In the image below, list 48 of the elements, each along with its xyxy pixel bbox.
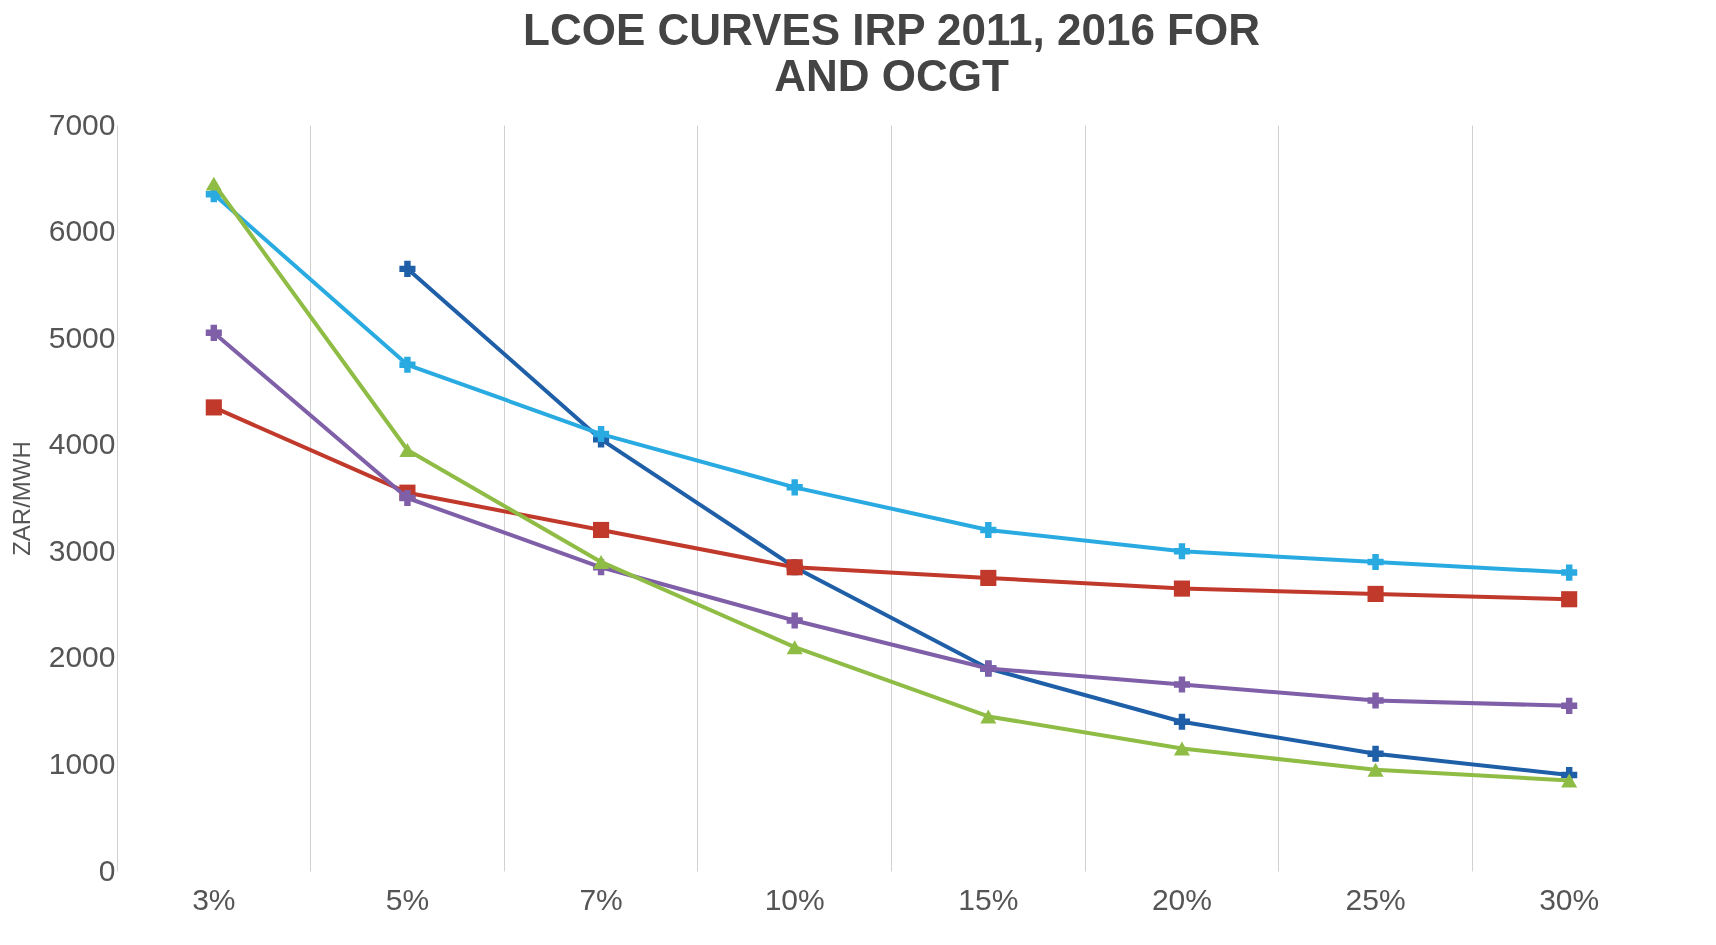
point: [1561, 591, 1578, 608]
x-tick-label: 20%: [1151, 882, 1212, 916]
x-tick-label: 15%: [958, 882, 1019, 916]
y-tick-label: 1000: [48, 746, 116, 780]
point: [1561, 564, 1578, 581]
point: [1561, 773, 1578, 788]
point: [980, 521, 997, 539]
point: [1367, 745, 1384, 762]
y-tick-label: 7000: [48, 107, 116, 141]
y-axis-title: ZAR/MWH: [7, 441, 35, 556]
point: [399, 356, 416, 373]
point: [1367, 762, 1384, 777]
point: [399, 489, 416, 507]
point: [1173, 543, 1190, 560]
point: [1367, 553, 1384, 570]
point: [980, 569, 997, 586]
point: [1173, 713, 1190, 730]
point: [1367, 585, 1384, 602]
y-tick-label: 6000: [48, 214, 116, 248]
point: [1173, 676, 1190, 693]
x-tick-label: 30%: [1539, 882, 1600, 916]
point: [205, 324, 222, 341]
point: [1561, 697, 1578, 714]
x-tick-label: 7%: [579, 882, 623, 916]
point: [399, 260, 416, 277]
y-tick-label: 2000: [48, 640, 116, 674]
point: [205, 399, 222, 416]
chart-title: LCOE CURVES IRP 2011, 2016 FOR AND OCGT: [523, 5, 1260, 100]
point: [593, 554, 610, 569]
point: [1173, 741, 1190, 756]
point: [593, 521, 610, 539]
y-tick-label: 4000: [48, 427, 116, 461]
point: [980, 709, 997, 724]
x-tick-label: 25%: [1345, 882, 1406, 916]
y-tick-label: 5000: [48, 320, 116, 354]
y-tick-label: 3000: [48, 533, 116, 567]
x-tick-label: 10%: [764, 882, 825, 916]
point: [1173, 580, 1190, 597]
point: [786, 479, 803, 496]
point: [593, 426, 610, 443]
point: [786, 612, 803, 629]
y-tick-label: 0: [98, 853, 116, 887]
point: [205, 176, 222, 191]
point: [1367, 692, 1384, 709]
x-tick-label: 3%: [192, 882, 236, 916]
x-tick-label: 5%: [385, 882, 430, 916]
point: [399, 443, 416, 458]
point: [786, 640, 803, 655]
